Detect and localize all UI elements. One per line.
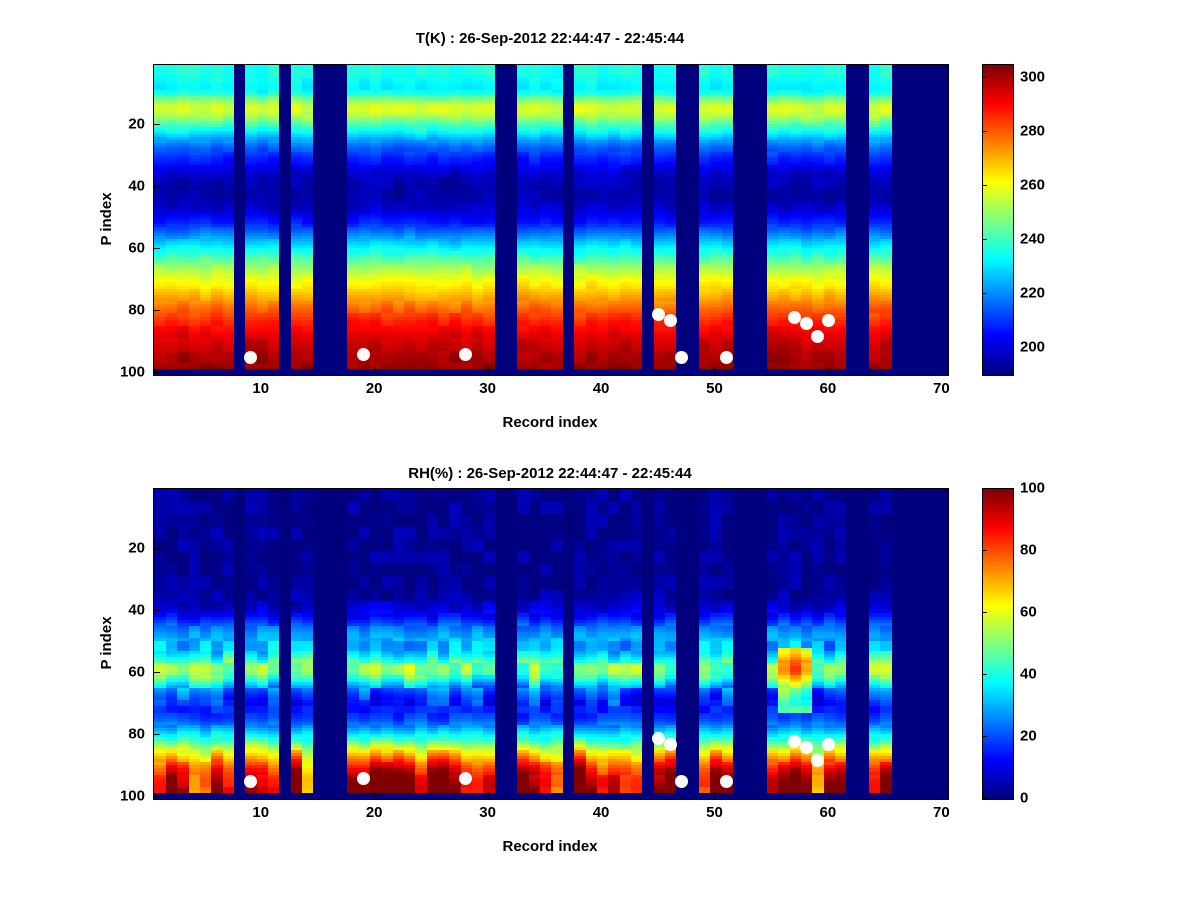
x-tick-label: 70: [932, 804, 950, 821]
x-tick-label: 10: [252, 804, 270, 821]
x-tick-label: 40: [592, 804, 610, 821]
x-tick-label: 10: [252, 380, 270, 397]
colorbar-tick-mark: [982, 239, 987, 241]
x-tick-label: 30: [479, 380, 496, 397]
colorbar-tick-label: 60: [1020, 603, 1037, 621]
x-tick-label: 20: [365, 804, 383, 821]
x-tick-label: 20: [365, 380, 383, 397]
humidity-x-axis-label: Record index: [502, 838, 598, 855]
humidity-axes: [153, 488, 949, 800]
y-tick-label: 100: [119, 787, 145, 805]
temperature-axes: [153, 64, 949, 376]
y-tick-mark: [154, 310, 160, 312]
humidity-heatmap-canvas: [154, 489, 948, 799]
y-tick-label: 80: [128, 725, 145, 743]
y-tick-label: 20: [128, 115, 145, 133]
colorbar-tick-mark: [982, 488, 987, 489]
colorbar-tick-mark: [982, 612, 987, 613]
colorbar-tick-mark: [982, 293, 987, 295]
y-tick-label: 80: [128, 301, 145, 319]
colorbar-tick-label: 20: [1020, 727, 1037, 745]
x-tick-mark: [487, 792, 489, 798]
y-tick-label: 60: [128, 663, 145, 681]
y-tick-label: 100: [119, 363, 145, 381]
x-tick-mark: [827, 792, 829, 798]
y-tick-mark: [154, 248, 160, 250]
x-tick-label: 50: [706, 380, 723, 397]
x-tick-mark: [714, 368, 716, 374]
x-tick-mark: [601, 368, 603, 374]
temperature-panel: T(K) : 26-Sep-2012 22:44:47 - 22:45:44 1…: [98, 30, 1046, 431]
colorbar-tick-label: 300: [1020, 68, 1046, 86]
humidity-colorbar: [982, 488, 1014, 800]
colorbar-tick-label: 80: [1020, 541, 1037, 559]
y-tick-label: 20: [128, 539, 145, 557]
y-tick-mark: [154, 186, 160, 188]
x-tick-label: 60: [819, 804, 837, 821]
humidity-colorbar-canvas: [983, 489, 1013, 799]
humidity-y-axis-label: P index: [98, 616, 115, 670]
colorbar-tick-label: 40: [1020, 665, 1037, 683]
temperature-colorbar: [982, 64, 1014, 376]
temperature-y-axis-label: P index: [98, 192, 115, 246]
colorbar-tick-label: 200: [1020, 338, 1046, 356]
y-tick-label: 40: [128, 177, 145, 195]
colorbar-tick-label: 280: [1020, 122, 1046, 140]
x-tick-label: 70: [932, 380, 950, 397]
x-tick-label: 40: [592, 380, 610, 397]
humidity-plot-title: RH(%) : 26-Sep-2012 22:44:47 - 22:45:44: [408, 465, 692, 482]
x-tick-label: 30: [479, 804, 496, 821]
colorbar-tick-mark: [982, 77, 987, 79]
colorbar-tick-label: 240: [1020, 230, 1046, 248]
colorbar-tick-mark: [982, 347, 987, 349]
y-tick-mark: [154, 372, 160, 374]
colorbar-tick-label: 260: [1020, 176, 1046, 194]
x-tick-label: 60: [819, 380, 837, 397]
y-tick-label: 40: [128, 601, 145, 619]
x-tick-mark: [941, 792, 943, 798]
x-tick-mark: [487, 368, 489, 374]
colorbar-tick-label: 220: [1020, 284, 1046, 302]
temperature-colorbar-canvas: [983, 65, 1013, 375]
x-tick-mark: [714, 792, 716, 798]
y-tick-mark: [154, 610, 160, 612]
y-tick-mark: [154, 796, 160, 798]
x-tick-mark: [260, 368, 262, 374]
colorbar-tick-mark: [982, 674, 987, 675]
x-tick-label: 50: [706, 804, 723, 821]
colorbar-tick-mark: [982, 736, 987, 737]
x-tick-mark: [374, 368, 376, 374]
temperature-heatmap-canvas: [154, 65, 948, 375]
colorbar-tick-label: 100: [1020, 479, 1046, 497]
colorbar-tick-mark: [982, 798, 987, 799]
y-tick-mark: [154, 548, 160, 550]
temperature-x-axis-label: Record index: [502, 414, 598, 431]
y-tick-mark: [154, 124, 160, 126]
colorbar-tick-mark: [982, 550, 987, 551]
x-tick-mark: [374, 792, 376, 798]
x-tick-mark: [827, 368, 829, 374]
y-tick-mark: [154, 672, 160, 674]
y-tick-label: 60: [128, 239, 145, 257]
colorbar-tick-mark: [982, 131, 987, 133]
y-tick-mark: [154, 734, 160, 736]
colorbar-tick-label: 0: [1020, 789, 1029, 807]
colorbar-tick-mark: [982, 185, 987, 187]
temperature-plot-title: T(K) : 26-Sep-2012 22:44:47 - 22:45:44: [415, 30, 685, 47]
x-tick-mark: [601, 792, 603, 798]
x-tick-mark: [941, 368, 943, 374]
x-tick-mark: [260, 792, 262, 798]
humidity-panel: RH(%) : 26-Sep-2012 22:44:47 - 22:45:44 …: [0, 450, 1200, 900]
